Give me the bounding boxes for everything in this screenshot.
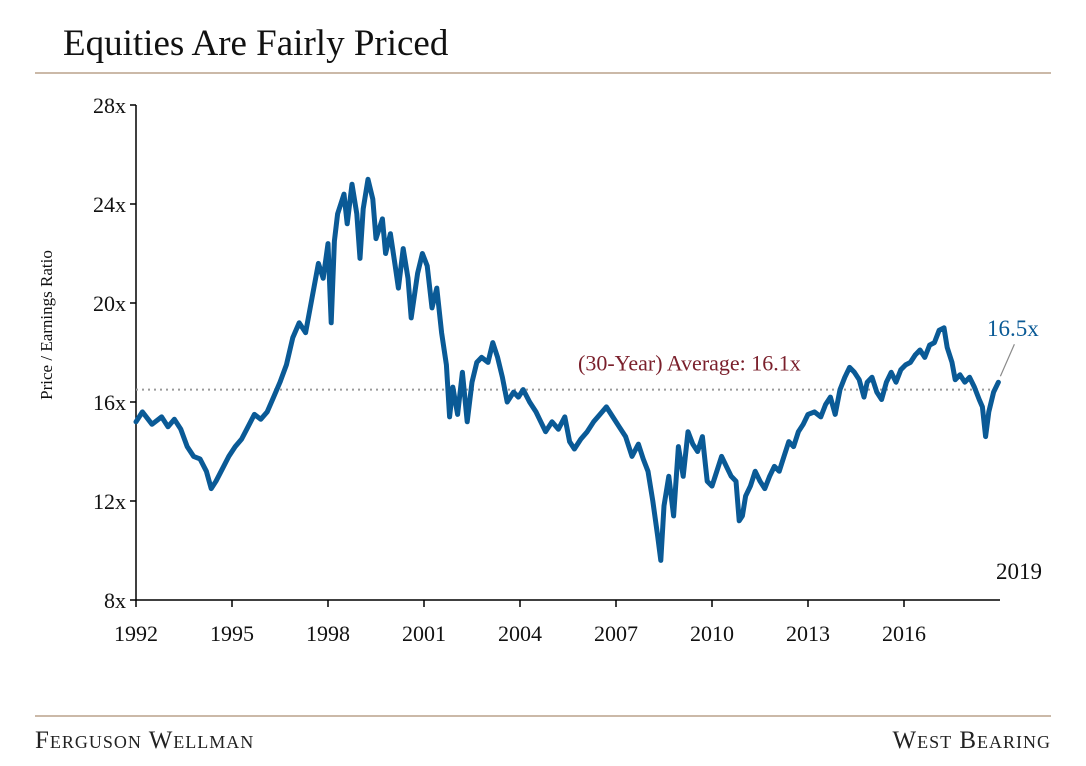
y-axis-label: Price / Earnings Ratio <box>37 250 56 400</box>
bottom-divider <box>35 715 1051 717</box>
x-tick-label: 2010 <box>690 621 734 646</box>
y-tick-label: 20x <box>93 291 126 316</box>
y-axis: 8x 12x 16x 20x 24x 28x <box>93 93 137 613</box>
x-tick-label: 2001 <box>402 621 446 646</box>
pe-ratio-series-line <box>133 176 1001 563</box>
y-tick-label: 28x <box>93 93 126 118</box>
series-layer <box>133 176 1001 563</box>
footer-brand-left: Ferguson Wellman <box>35 727 255 754</box>
x-tick-label: 1995 <box>210 621 254 646</box>
chart-title: Equities Are Fairly Priced <box>63 23 449 64</box>
x-tick-label: 1998 <box>306 621 350 646</box>
x-tick-label: 1992 <box>114 621 158 646</box>
x-tick-label: 2004 <box>498 621 542 646</box>
x-tick-label: 2016 <box>882 621 926 646</box>
y-tick-label: 12x <box>93 489 126 514</box>
x-axis: 1992 1995 1998 2001 2004 2007 2010 2013 2016 <box>114 599 1000 646</box>
top-divider <box>35 72 1051 74</box>
average-label: (30-Year) Average: 16.1x <box>578 351 801 376</box>
y-tick-label: 16x <box>93 390 126 415</box>
end-value-leader <box>999 343 1015 377</box>
y-tick-label: 8x <box>104 588 126 613</box>
y-tick-label: 24x <box>93 192 126 217</box>
end-year-label: 2019 <box>996 559 1042 584</box>
x-tick-label: 2007 <box>594 621 638 646</box>
footer-brand-right: West Bearing <box>892 727 1051 754</box>
x-tick-label: 2013 <box>786 621 830 646</box>
end-value-label: 16.5x <box>987 316 1039 341</box>
